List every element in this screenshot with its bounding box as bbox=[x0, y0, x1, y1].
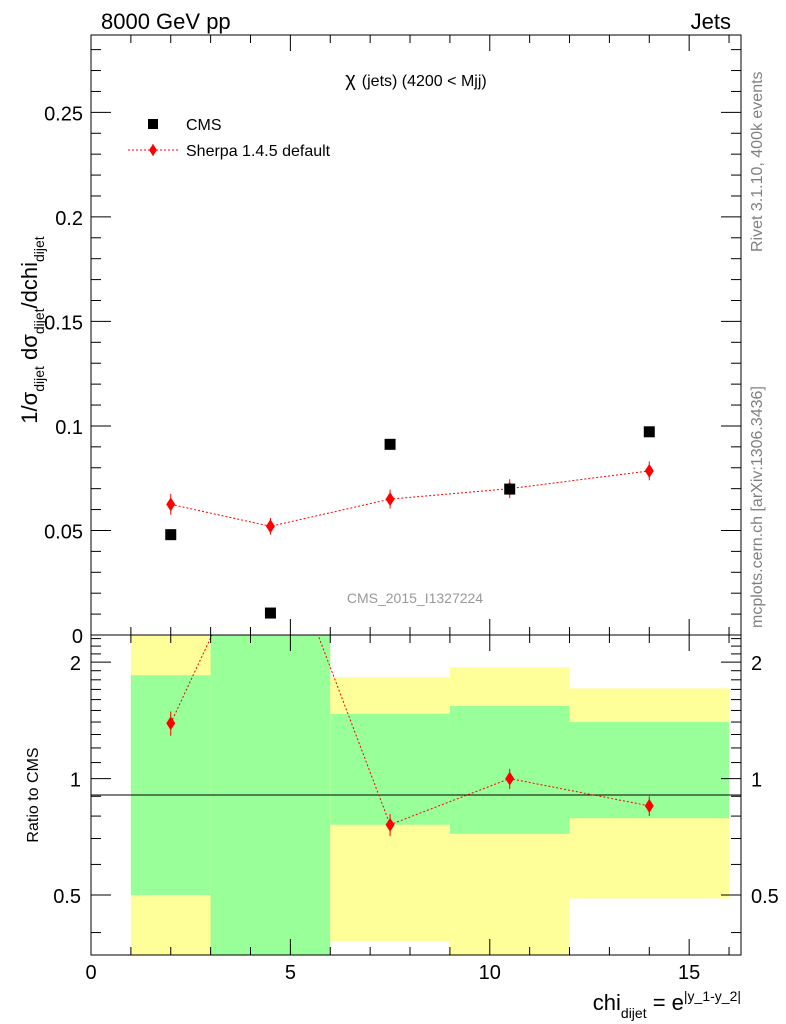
analysis-watermark: CMS_2015_I1327224 bbox=[347, 590, 483, 606]
ratio-uncertainty-bands bbox=[130, 635, 730, 955]
main-y-axis-label: 1/σdijet dσdijet/dchidijet bbox=[17, 236, 47, 424]
cms-point bbox=[384, 438, 396, 450]
x-tick-label: 10 bbox=[479, 962, 501, 984]
main-x-ticks bbox=[90, 35, 730, 635]
cms-point bbox=[643, 426, 655, 438]
x-tick-label: 15 bbox=[678, 962, 700, 984]
title-selection: (jets) (4200 < Mjj) bbox=[362, 73, 487, 90]
sherpa-ratio-point bbox=[644, 798, 654, 813]
x-label-part: = e bbox=[647, 990, 684, 1015]
x-tick-label: 0 bbox=[85, 962, 96, 984]
ratio-y-tick-label-right: 0.5 bbox=[751, 886, 779, 908]
sherpa-point bbox=[265, 519, 275, 534]
legend-cms-label: CMS bbox=[186, 117, 222, 134]
ratio-y-tick-label-left: 0.5 bbox=[53, 886, 81, 908]
y-label-subscript: dijet bbox=[31, 308, 47, 334]
cms-point bbox=[264, 607, 276, 619]
title-chi-symbol: χ bbox=[345, 69, 356, 91]
chart-title: χ (jets) (4200 < Mjj) bbox=[345, 69, 486, 91]
x-tick-label: 5 bbox=[285, 962, 296, 984]
main-y-tick-label: 0.2 bbox=[55, 208, 83, 230]
main-y-tick-label: 0.1 bbox=[55, 417, 83, 439]
process-label: Jets bbox=[691, 9, 731, 34]
inner-band bbox=[330, 713, 450, 825]
main-y-tick-label: 0.05 bbox=[44, 521, 83, 543]
ratio-series bbox=[166, 503, 654, 837]
legend-sherpa-label: Sherpa 1.4.5 default bbox=[186, 143, 331, 160]
y-label-subscript: dijet bbox=[31, 236, 47, 262]
x-axis-label: chidijet = e|y_1-y_2| bbox=[593, 988, 741, 1021]
ratio-panel: 0.5 0.5 1 1 2 2 0 5 10 15 Ratio to CMS chidijet … bbox=[25, 503, 779, 1021]
x-label-subscript: dijet bbox=[621, 1005, 647, 1021]
y-label-part: /dchi bbox=[17, 262, 42, 308]
main-y-tick-label: 0.15 bbox=[44, 312, 83, 334]
x-label-part: chi bbox=[593, 990, 621, 1015]
ratio-y-axis-label: Ratio to CMS bbox=[25, 747, 42, 842]
y-label-subscript: dijet bbox=[31, 366, 47, 392]
sherpa-point bbox=[644, 463, 654, 478]
sherpa-ratio-point bbox=[385, 817, 395, 832]
sherpa-ratio-point bbox=[166, 716, 176, 731]
main-y-tick-label: 0.25 bbox=[44, 103, 83, 125]
inner-band bbox=[130, 675, 211, 896]
sherpa-line bbox=[170, 470, 650, 527]
main-y-tick-label: 0 bbox=[72, 626, 83, 648]
mcplots-info: mcplots.cern.ch [arXiv:1306.3436] bbox=[749, 386, 766, 628]
sherpa-point bbox=[385, 492, 395, 507]
ratio-y-tick-label-left: 1 bbox=[70, 770, 81, 792]
x-label-superscript: |y_1-y_2| bbox=[684, 988, 741, 1004]
y-label-part: 1/σ bbox=[17, 391, 42, 423]
ratio-y-axis: 0.5 0.5 1 1 2 2 bbox=[53, 638, 779, 934]
sherpa-point bbox=[166, 497, 176, 512]
main-series bbox=[165, 426, 655, 619]
cms-point bbox=[165, 529, 177, 541]
legend: CMS Sherpa 1.4.5 default bbox=[128, 117, 331, 160]
ratio-frame bbox=[90, 634, 742, 956]
sherpa-ratio-point bbox=[266, 503, 275, 517]
main-y-axis: 0 0.05 0.1 0.15 0.2 0.25 bbox=[44, 49, 741, 648]
legend-sherpa-marker bbox=[149, 144, 157, 156]
energy-label: 8000 GeV pp bbox=[101, 9, 231, 34]
rivet-info: Rivet 3.1.10, 400k events bbox=[749, 71, 766, 252]
x-axis: 0 5 10 15 bbox=[85, 635, 730, 984]
ratio-y-tick-label-right: 1 bbox=[751, 770, 762, 792]
y-label-part: dσ bbox=[17, 334, 42, 366]
main-panel: 00.050.10.150.20.25 1/σdijet dσdijet/dch… bbox=[17, 34, 742, 648]
ratio-y-tick-label-left: 2 bbox=[70, 653, 81, 675]
ratio-y-tick-label-right: 2 bbox=[751, 653, 762, 675]
legend-cms-marker bbox=[148, 119, 158, 129]
sherpa-ratio-point bbox=[505, 771, 515, 786]
cms-point bbox=[504, 483, 516, 495]
